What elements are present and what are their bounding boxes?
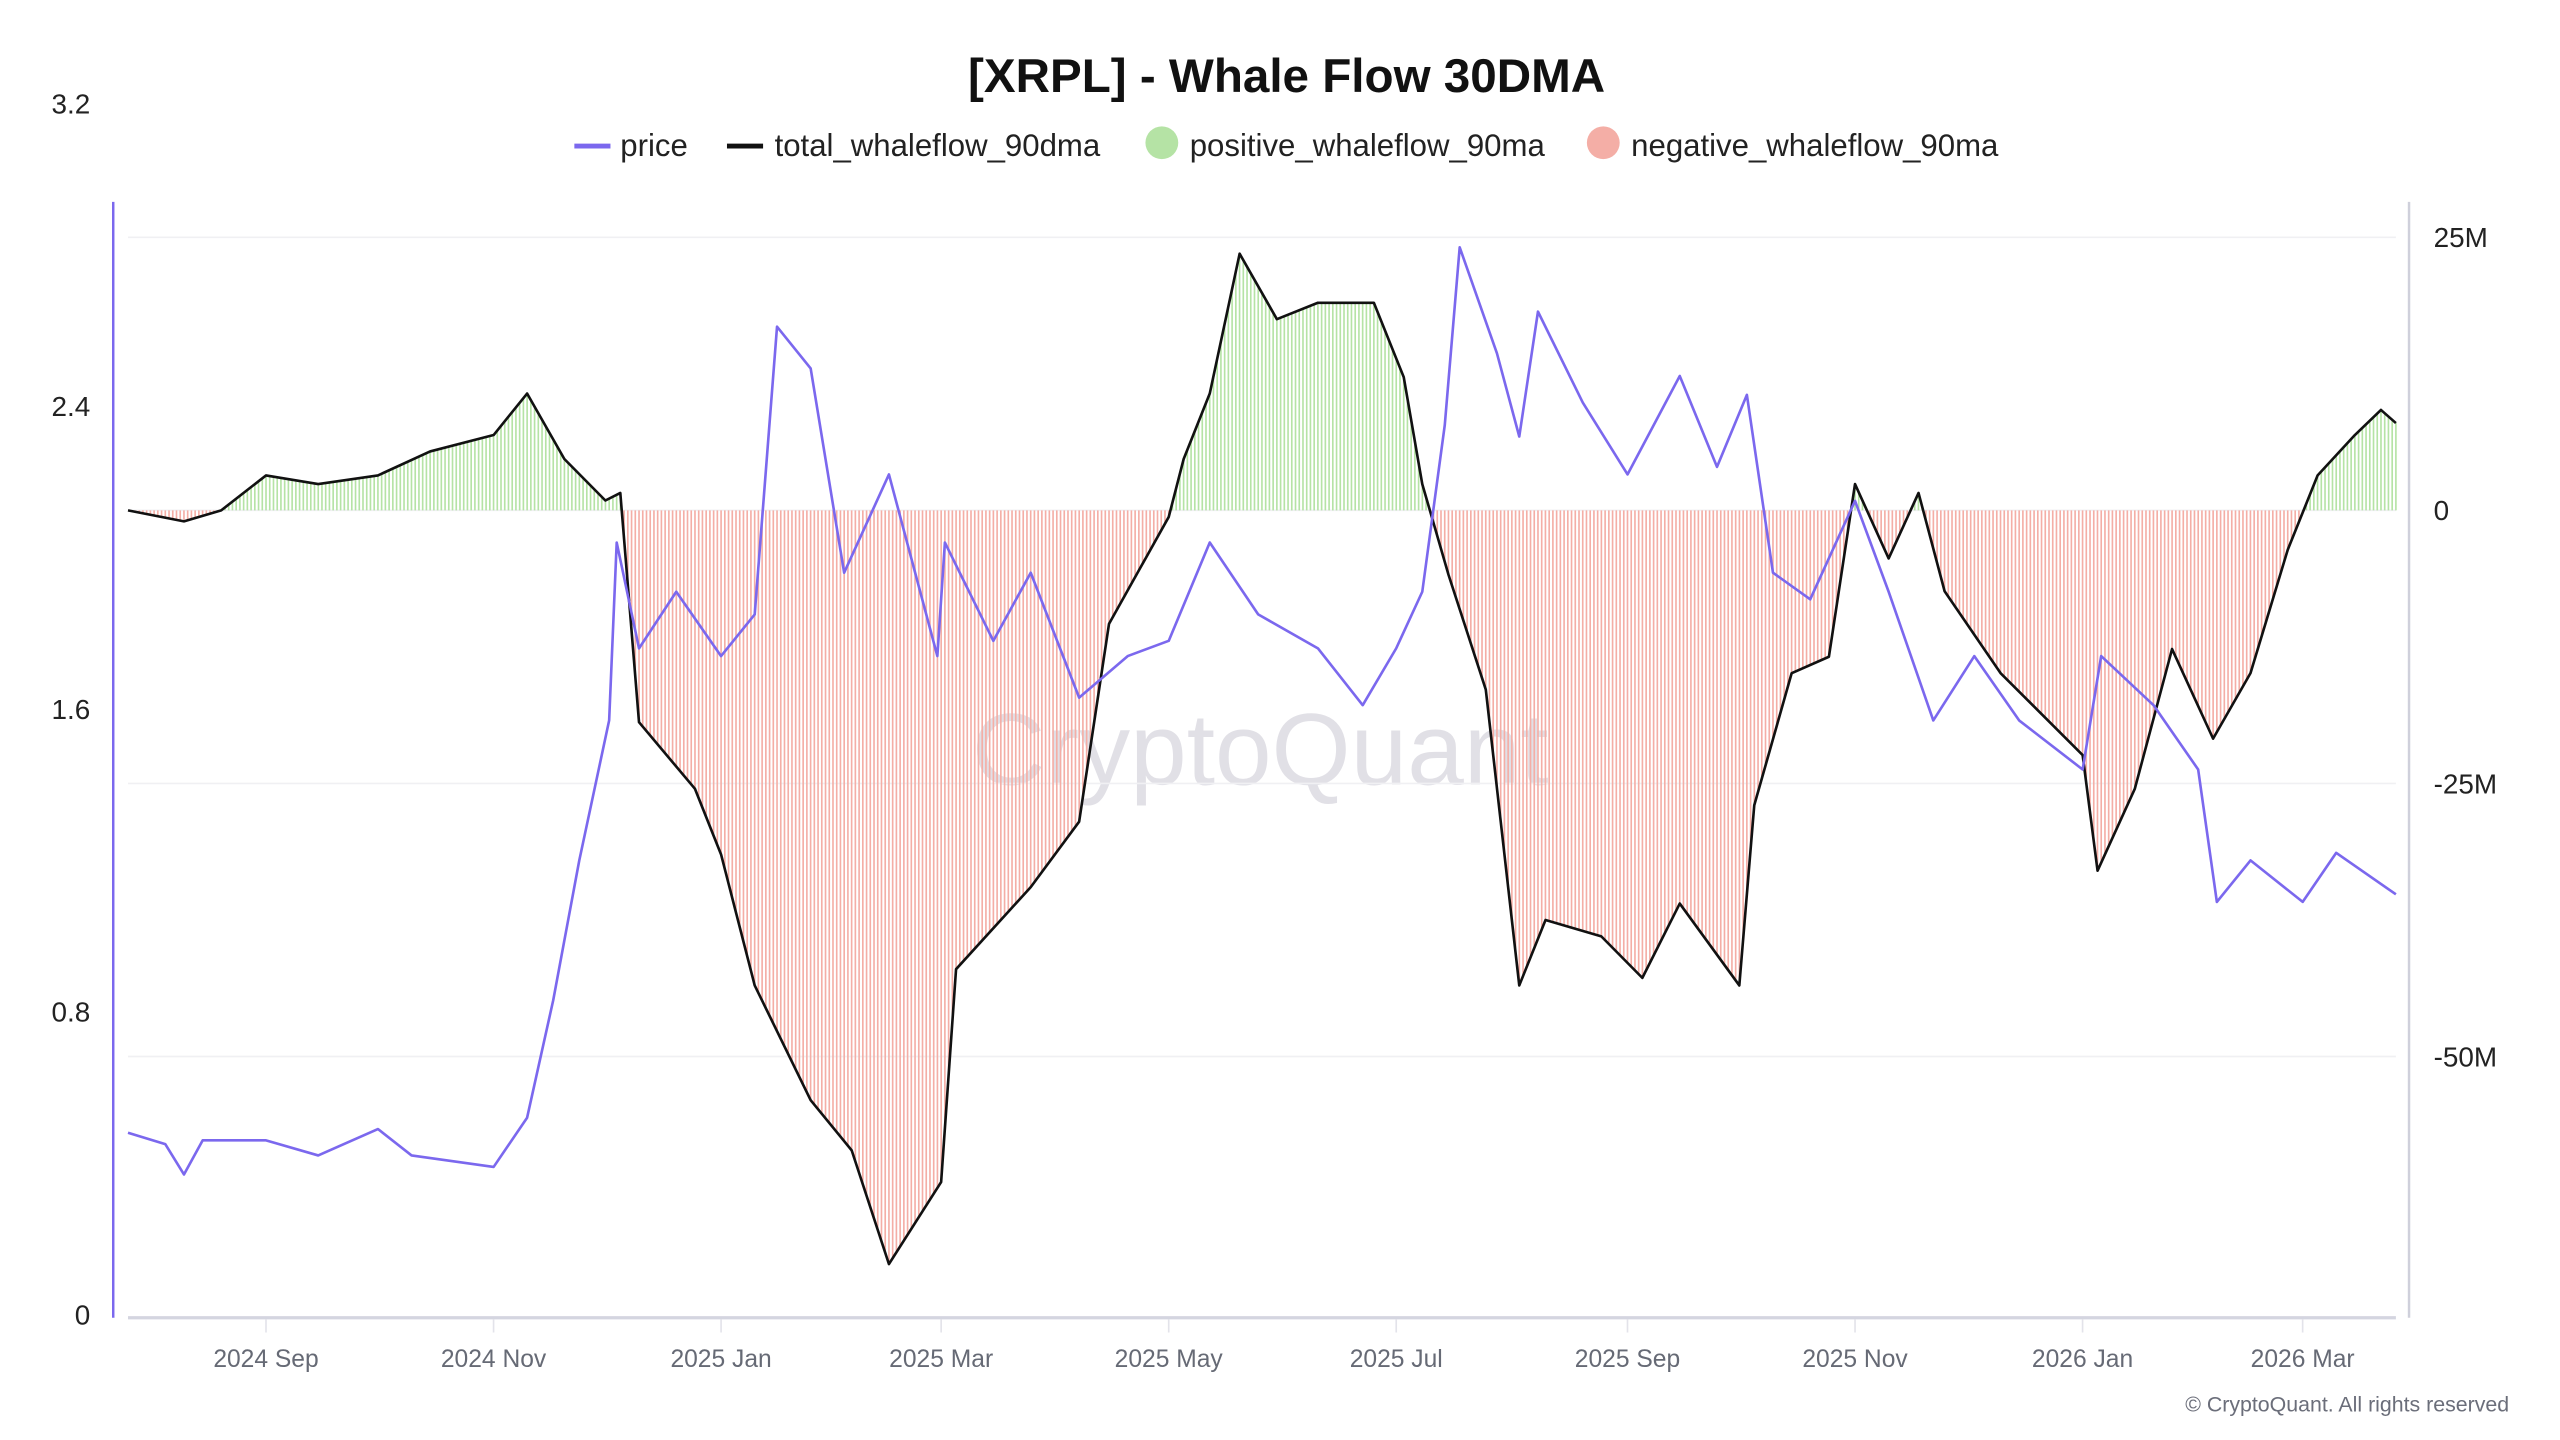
right-axis-tick-label: -25M (2434, 768, 2498, 799)
x-axis-tick-label: 2025 Jan (670, 1346, 771, 1373)
legend-item-positive[interactable]: positive_whaleflow_90ma (1145, 126, 1545, 163)
grid (128, 236, 2396, 1058)
right-axis-tick-label: -50M (2434, 1041, 2498, 1072)
x-axis-tick-label: 2024 Sep (213, 1346, 318, 1373)
left-axis-tick-label: 1.6 (51, 694, 90, 725)
legend-item-negative[interactable]: negative_whaleflow_90ma (1586, 126, 1999, 163)
legend-swatch-negative (1586, 126, 1620, 160)
x-axis-tick-label: 2025 Mar (889, 1346, 993, 1373)
legend: price total_whaleflow_90dma positive_wha… (574, 126, 1999, 163)
legend-label: positive_whaleflow_90ma (1190, 128, 1546, 163)
right-axis-tick-label: 0 (2434, 495, 2450, 526)
legend-label: total_whaleflow_90dma (775, 128, 1101, 163)
left-axis-tick-label: 3.2 (51, 88, 90, 119)
legend-swatch-positive (1145, 126, 1179, 160)
flow-bars (130, 253, 2397, 1265)
right-axis-tick-label: 25M (2434, 222, 2488, 253)
chart-title: [XRPL] - Whale Flow 30DMA (968, 50, 1605, 103)
left-axis-tick-label: 0.8 (51, 997, 90, 1028)
x-axis-tick-label: 2024 Nov (441, 1346, 547, 1373)
x-axis-tick-label: 2025 Sep (1575, 1346, 1680, 1373)
legend-item-price[interactable]: price (574, 128, 688, 163)
x-axis-tick-label: 2025 May (1115, 1346, 1224, 1373)
x-axis-tick-label: 2026 Mar (2251, 1346, 2355, 1373)
legend-label: negative_whaleflow_90ma (1631, 128, 1999, 163)
x-axis-tick-label: 2026 Jan (2032, 1346, 2133, 1373)
watermark: CryptoQuant (972, 692, 1549, 806)
x-axis-tick-label: 2025 Jul (1350, 1346, 1443, 1373)
legend-label: price (620, 128, 688, 163)
left-axis-tick-label: 2.4 (51, 391, 90, 422)
price-line (127, 245, 2397, 1176)
x-axis-tick-label: 2025 Nov (1802, 1346, 1908, 1373)
legend-item-total[interactable]: total_whaleflow_90dma (726, 128, 1101, 163)
copyright: © CryptoQuant. All rights reserved (2185, 1392, 2509, 1416)
total-whaleflow-line (127, 252, 2397, 1266)
left-axis-tick-label: 0 (75, 1299, 91, 1330)
